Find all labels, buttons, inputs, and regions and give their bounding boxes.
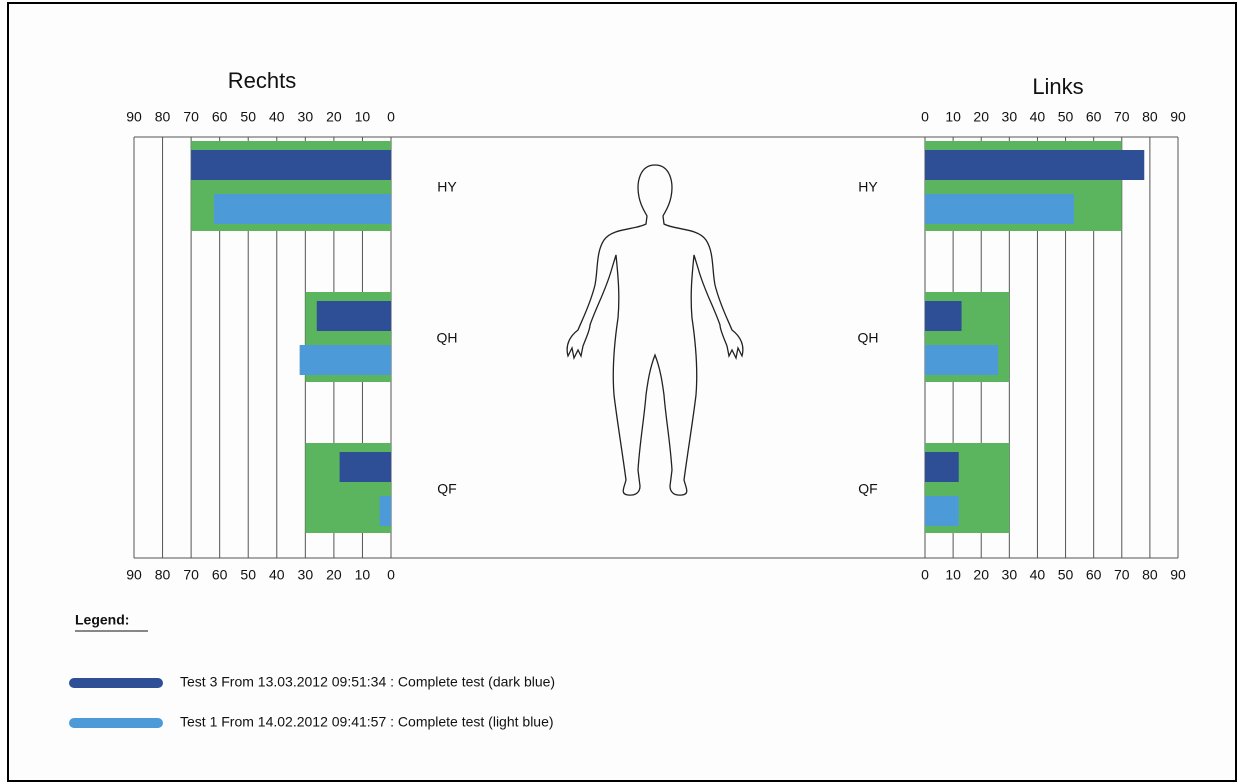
category-label: HY xyxy=(437,179,457,195)
x-tick-label: 80 xyxy=(155,109,171,125)
x-tick-label: 30 xyxy=(1002,109,1018,125)
x-tick-label: 30 xyxy=(1002,567,1018,583)
x-tick-label: 80 xyxy=(1142,567,1158,583)
category-label: QH xyxy=(858,330,879,346)
bar xyxy=(925,150,1145,180)
x-tick-label: 20 xyxy=(326,567,342,583)
x-tick-label: 50 xyxy=(240,567,256,583)
x-tick-label: 20 xyxy=(973,567,989,583)
x-tick-label: 50 xyxy=(1058,109,1074,125)
x-tick-label: 70 xyxy=(1114,567,1130,583)
x-tick-label: 50 xyxy=(240,109,256,125)
legend-label: Test 3 From 13.03.2012 09:51:34 : Comple… xyxy=(180,674,555,690)
bar xyxy=(316,301,391,331)
x-tick-label: 50 xyxy=(1058,567,1074,583)
category-label: QF xyxy=(858,481,877,497)
x-tick-label: 80 xyxy=(1142,109,1158,125)
x-tick-label: 10 xyxy=(945,567,961,583)
x-tick-label: 20 xyxy=(973,109,989,125)
x-tick-label: 40 xyxy=(269,109,285,125)
chart-title: Rechts xyxy=(228,68,296,93)
category-label: QH xyxy=(437,330,458,346)
x-tick-label: 10 xyxy=(355,567,371,583)
page-frame xyxy=(7,2,1237,782)
x-tick-label: 60 xyxy=(1086,109,1102,125)
x-tick-label: 40 xyxy=(269,567,285,583)
category-label: QF xyxy=(437,481,456,497)
x-tick-label: 70 xyxy=(183,567,199,583)
x-tick-label: 0 xyxy=(921,109,929,125)
x-tick-label: 10 xyxy=(945,109,961,125)
x-tick-label: 0 xyxy=(387,109,395,125)
x-tick-label: 90 xyxy=(126,567,142,583)
legend-title: Legend: xyxy=(75,612,129,628)
x-tick-label: 60 xyxy=(212,109,228,125)
bar xyxy=(213,194,391,224)
bar xyxy=(299,345,391,375)
x-tick-label: 60 xyxy=(212,567,228,583)
x-tick-label: 40 xyxy=(1030,567,1046,583)
x-tick-label: 30 xyxy=(298,109,314,125)
x-tick-label: 20 xyxy=(326,109,342,125)
category-label: HY xyxy=(858,179,878,195)
body-figure xyxy=(566,164,744,496)
bar xyxy=(925,496,959,526)
x-tick-label: 0 xyxy=(921,567,929,583)
bar xyxy=(379,496,391,526)
bar xyxy=(925,194,1074,224)
legend-label: Test 1 From 14.02.2012 09:41:57 : Comple… xyxy=(180,714,554,730)
x-tick-label: 70 xyxy=(183,109,199,125)
bar xyxy=(339,452,391,482)
x-tick-label: 30 xyxy=(298,567,314,583)
x-tick-label: 60 xyxy=(1086,567,1102,583)
x-tick-label: 90 xyxy=(1170,567,1186,583)
bar xyxy=(925,345,999,375)
bar xyxy=(925,301,962,331)
x-tick-label: 10 xyxy=(355,109,371,125)
x-tick-label: 0 xyxy=(387,567,395,583)
chart-title: Links xyxy=(1032,74,1083,99)
x-tick-label: 90 xyxy=(1170,109,1186,125)
x-tick-label: 70 xyxy=(1114,109,1130,125)
x-tick-label: 40 xyxy=(1030,109,1046,125)
bar xyxy=(191,150,391,180)
x-tick-label: 80 xyxy=(155,567,171,583)
x-tick-label: 90 xyxy=(126,109,142,125)
bar xyxy=(925,452,959,482)
